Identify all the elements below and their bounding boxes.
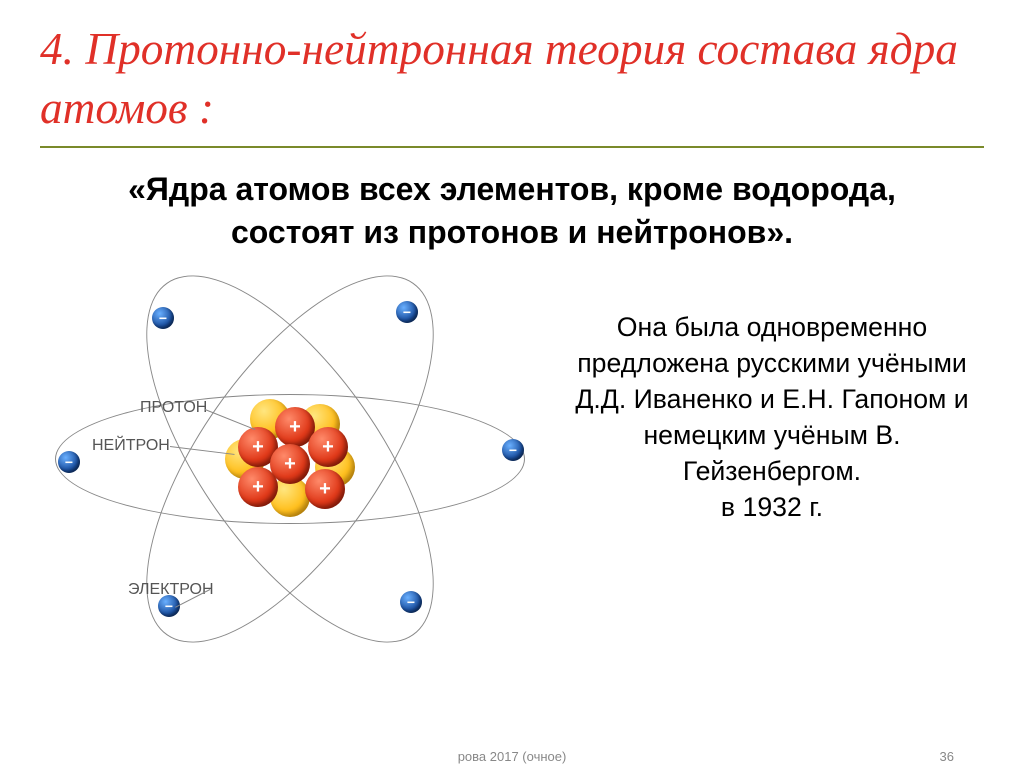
proton-label: ПРОТОН [140, 399, 207, 417]
proton: + [305, 469, 345, 509]
body-paragraph: Она была одновременно предложена русским… [560, 279, 984, 525]
electron-label: ЭЛЕКТРОН [128, 581, 214, 599]
body-row: ++++++−−−−−−ПРОТОННЕЙТРОНЭЛЕКТРОН Она бы… [40, 279, 984, 639]
footer-center: рова 2017 (очное) [458, 749, 567, 764]
slide-title: 4. Протонно-нейтронная теория состава яд… [40, 20, 984, 146]
proton: + [238, 467, 278, 507]
proton: + [308, 427, 348, 467]
title-rule [40, 146, 984, 148]
neutron-label: НЕЙТРОН [92, 437, 170, 455]
slide: 4. Протонно-нейтронная теория состава яд… [0, 0, 1024, 767]
atom-diagram: ++++++−−−−−−ПРОТОННЕЙТРОНЭЛЕКТРОН [40, 279, 540, 639]
page-number: 36 [940, 749, 954, 764]
nucleus: ++++++ [220, 399, 360, 519]
slide-subtitle: «Ядра атомов всех элементов, кроме водор… [100, 168, 924, 254]
